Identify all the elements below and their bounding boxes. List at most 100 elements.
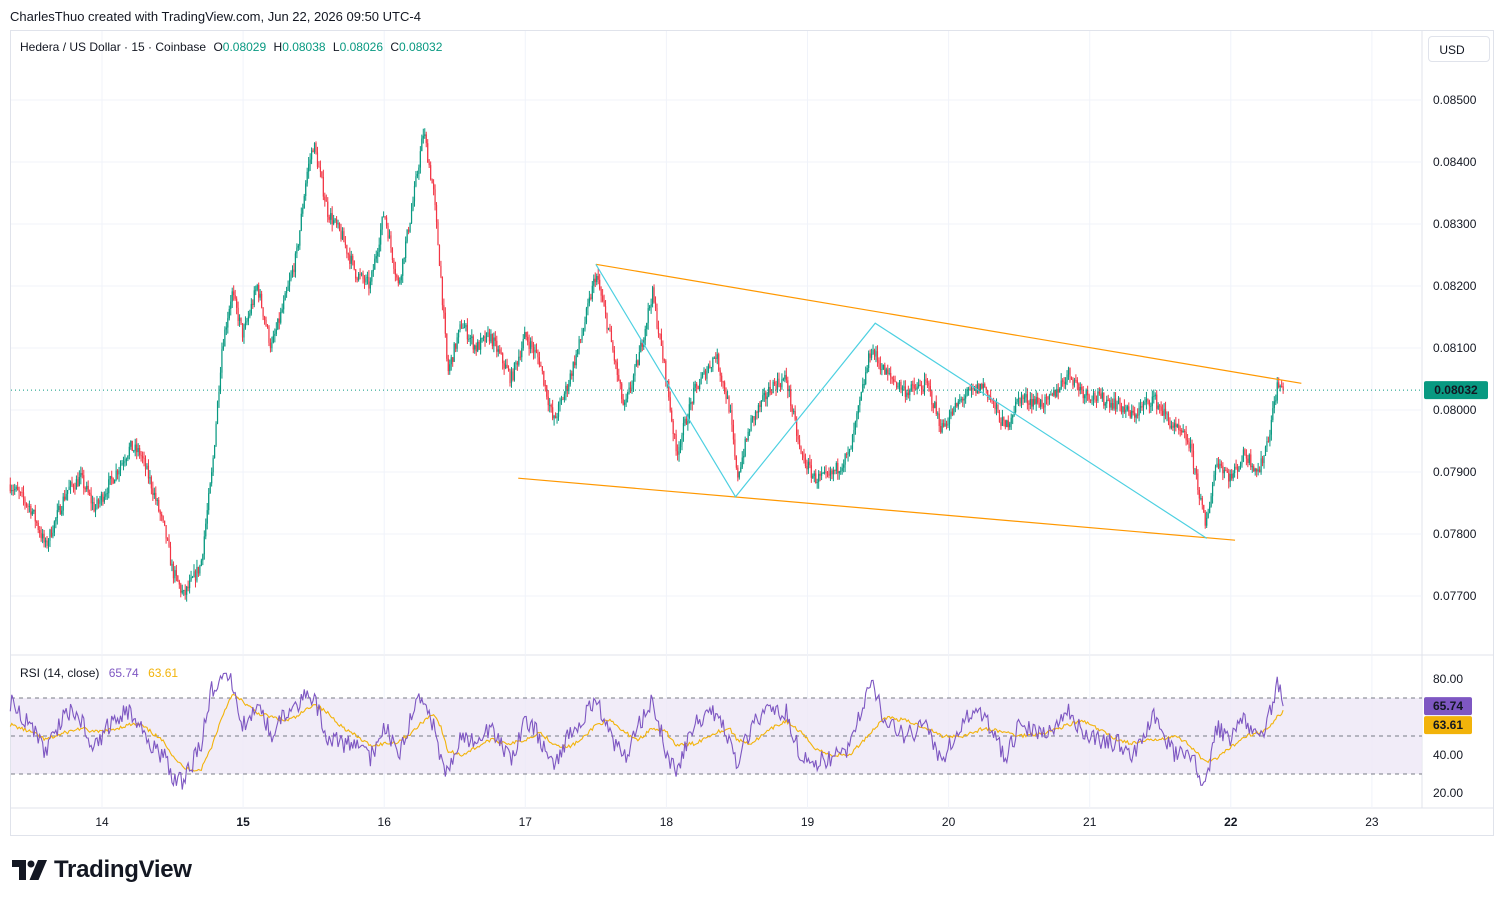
candle-body (333, 220, 335, 225)
candle-body (1150, 406, 1152, 407)
candle-body (831, 470, 833, 475)
candle-body (1119, 397, 1121, 406)
candle-body (124, 461, 126, 463)
candle-body (87, 485, 89, 493)
price-tick-label: 0.07800 (1433, 527, 1477, 541)
candle-body (668, 381, 670, 398)
candles[interactable] (9, 128, 1284, 602)
candle-body (525, 332, 527, 337)
candle-body (291, 269, 294, 275)
candle-body (693, 387, 695, 404)
candle-body (69, 481, 72, 487)
time-tick-label: 23 (1365, 815, 1379, 829)
candle-body (125, 459, 127, 462)
candle-body (183, 590, 185, 592)
candle-body (152, 488, 154, 495)
candle-body (821, 473, 823, 476)
candle-body (21, 492, 23, 494)
channel-lower-line[interactable] (518, 477, 1236, 541)
candle-body (283, 300, 285, 310)
candle-body (72, 485, 75, 489)
candle-body (1179, 429, 1181, 431)
candle-body (524, 332, 526, 340)
time-tick-label: 17 (519, 815, 533, 829)
candle-body (926, 381, 929, 383)
candle-body (940, 426, 942, 433)
candle-body (750, 418, 752, 432)
candle-body (804, 457, 807, 466)
candle-body (1232, 473, 1234, 479)
candle-body (571, 373, 573, 376)
candle-body (67, 489, 69, 494)
candle-body (709, 365, 711, 369)
candle-body (1217, 463, 1220, 469)
candle-body (1120, 405, 1123, 413)
candle-body (743, 455, 745, 458)
rsi-line (9, 672, 1284, 790)
candle-body (1144, 402, 1146, 404)
candle-body (335, 219, 338, 225)
candle-body (951, 411, 954, 415)
candle-body (338, 223, 341, 231)
candle-body (624, 402, 626, 405)
time-tick-label: 16 (378, 815, 392, 829)
candle-body (810, 465, 812, 478)
candle-body (316, 152, 319, 167)
candle-body (731, 410, 733, 425)
zigzag-line[interactable] (595, 263, 1208, 539)
low-value: 0.08026 (339, 40, 383, 54)
candle-body (471, 336, 473, 338)
candle-body (203, 536, 205, 555)
tradingview-logo[interactable]: TradingView (12, 856, 192, 883)
candle-body (112, 478, 114, 484)
candle-body (1145, 398, 1148, 403)
candle-body (660, 333, 663, 346)
candle-body (984, 384, 986, 388)
candle-body (938, 413, 940, 427)
candle-body (1211, 484, 1214, 497)
candle-body (1219, 463, 1221, 469)
candle-body (920, 385, 923, 390)
candle-body (704, 370, 707, 379)
candle-body (1282, 386, 1284, 391)
candle-body (600, 289, 602, 296)
candle-body (945, 423, 948, 426)
price-tick-label: 0.07700 (1433, 589, 1477, 603)
candle-body (1269, 434, 1271, 442)
candle-body (1210, 496, 1212, 507)
candle-body (91, 502, 94, 504)
candle-body (967, 388, 970, 390)
candle-body (895, 381, 898, 388)
candle-body (509, 370, 511, 384)
currency-button[interactable]: USD (1428, 36, 1490, 62)
candle-body (606, 313, 608, 330)
candle-body (353, 260, 355, 270)
candle-body (646, 322, 648, 329)
candle-body (1122, 406, 1124, 413)
rsi-value-tag-bg (1424, 697, 1472, 716)
candle-body (925, 379, 927, 382)
candle-body (393, 259, 395, 269)
candle-body (49, 529, 51, 541)
symbol-title[interactable]: Hedera / US Dollar · 15 · Coinbase (20, 40, 207, 54)
candle-body (898, 381, 901, 386)
candle-body (713, 357, 715, 359)
candle-body (979, 383, 981, 393)
candle-body (412, 201, 414, 211)
candle-body (134, 444, 136, 451)
candle-body (725, 391, 727, 399)
candle-body (121, 463, 123, 466)
candle-body (485, 332, 488, 342)
candle-body (654, 302, 657, 309)
candle-body (665, 360, 667, 382)
candle-body (1012, 415, 1014, 418)
candle-body (462, 328, 464, 329)
candle-body (103, 496, 105, 502)
rsi-title[interactable]: RSI (14, close) (20, 666, 100, 680)
candle-body (136, 444, 138, 453)
channel-upper-line[interactable] (595, 263, 1302, 384)
rsi-value: 65.74 (108, 666, 139, 680)
candle-body (1192, 450, 1195, 469)
candle-body (635, 360, 638, 366)
